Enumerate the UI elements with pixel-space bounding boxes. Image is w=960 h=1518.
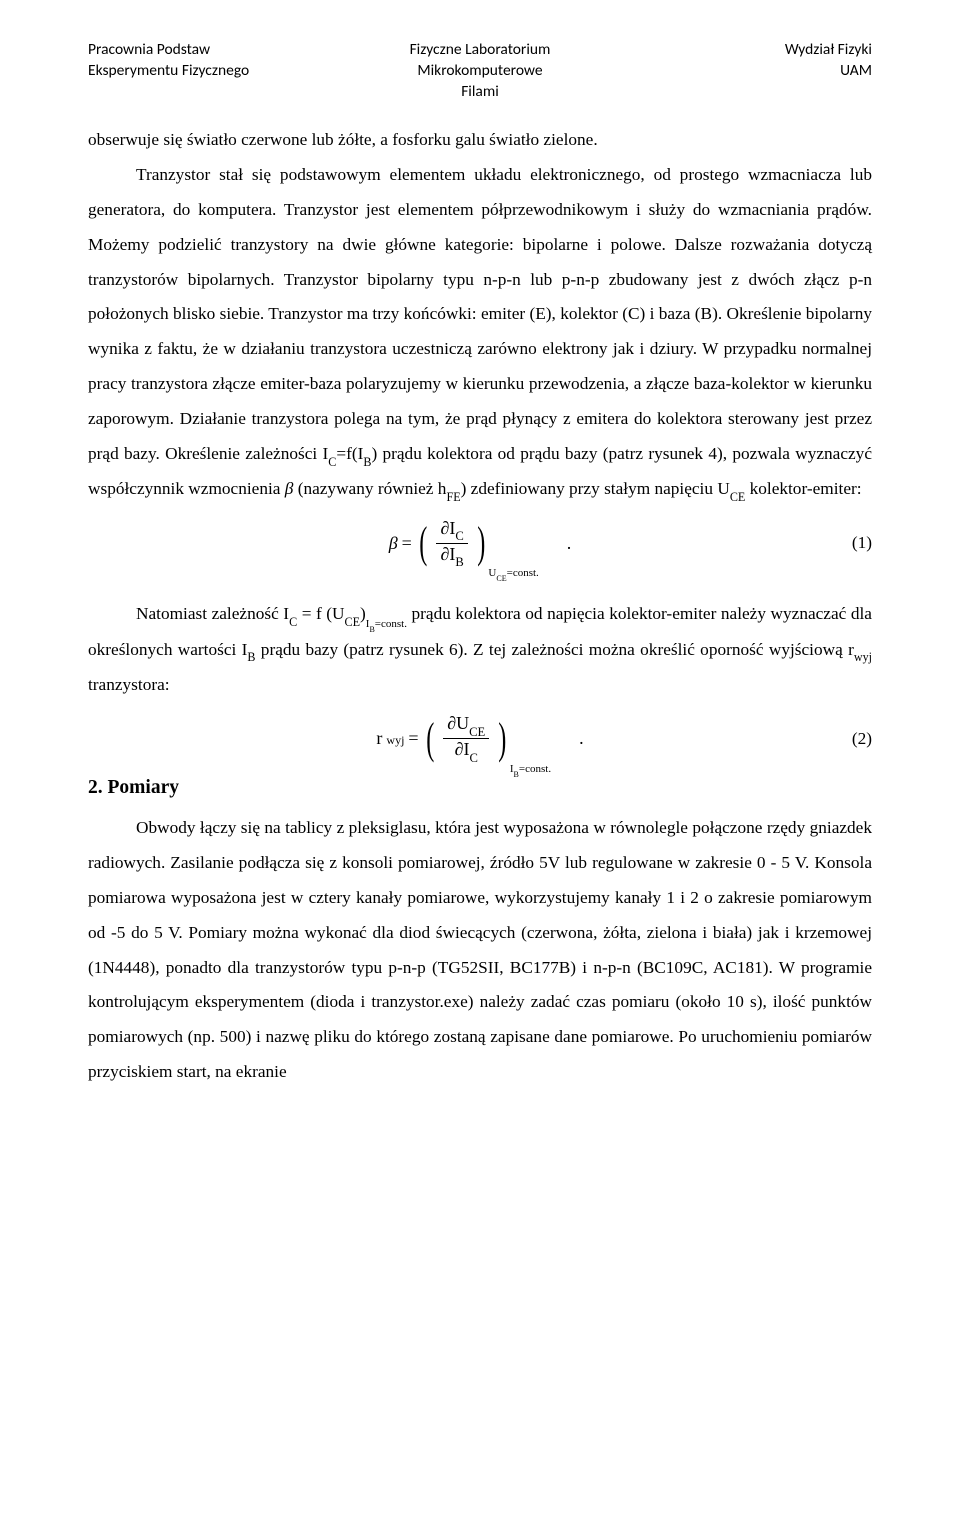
page-header: Pracownia Podstaw Eksperymentu Fizyczneg… <box>88 40 872 103</box>
p2-run1: Natomiast zależność <box>136 604 283 623</box>
eq2-den: ∂IC <box>451 739 482 763</box>
eq2-condition: IB=const. <box>510 763 551 777</box>
p1-run7: kolektor-emiter: <box>745 479 861 498</box>
p2-indent: Natomiast zależność IC = f (UCE)IB=const… <box>88 597 872 703</box>
p1-run5: (nazywany również h <box>293 479 446 498</box>
eq1-num: ∂IC <box>436 519 467 544</box>
p2-ib-sub: B <box>247 650 255 664</box>
eq2-num-partial: ∂U <box>447 713 469 733</box>
eq1-num-sub: C <box>455 529 463 543</box>
header-right-line1: Wydział Fizyki <box>785 40 872 59</box>
equation-1: β = ( ∂IC ∂IB ) UCE=const. . (1) <box>88 515 872 571</box>
eq2-equals: = <box>408 728 418 749</box>
p2-rwyj-sub: wyj <box>854 650 872 664</box>
header-right: Wydział Fizyki UAM <box>613 40 872 103</box>
p3-text: Obwody łączy się na tablicy z pleksiglas… <box>88 811 872 1091</box>
paragraph-3: Obwody łączy się na tablicy z pleksiglas… <box>88 811 872 1091</box>
p2-uce-sub: CE <box>345 615 360 629</box>
eq1-den-sub: B <box>455 555 463 569</box>
eq1-condition: UCE=const. <box>488 567 538 581</box>
p2-cond: IB=const. <box>366 618 407 630</box>
eq2-den-partial: ∂I <box>455 739 470 759</box>
eq2-den-sub: C <box>469 751 477 765</box>
eq1-frac: ∂IC ∂IB <box>436 519 467 568</box>
eq2-frac: ∂UCE ∂IC <box>443 714 489 763</box>
eq1-rparen: ) <box>477 524 485 561</box>
eq1-dot: . <box>567 533 572 554</box>
header-center: Fizyczne Laboratorium Mikrokomputerowe F… <box>347 40 614 103</box>
eq1-num-partial: ∂I <box>440 518 455 538</box>
header-center-line1: Fizyczne Laboratorium Mikrokomputerowe <box>410 40 551 80</box>
eq1-beta: β <box>389 533 398 554</box>
eq2-num-sub: CE <box>469 725 485 739</box>
header-center-line2: Filami <box>461 82 499 101</box>
p1-sub3: FE <box>446 490 460 504</box>
p2-run2: = f (U <box>297 604 344 623</box>
eq1-cond-rest: =const. <box>507 567 539 579</box>
eq2-dot: . <box>579 728 584 749</box>
p1-indent: Tranzystor stał się podstawowym elemente… <box>88 158 872 507</box>
eq2-cond-rest: =const. <box>519 763 551 775</box>
p1-sub1: C <box>328 455 336 469</box>
eq2-number: (2) <box>852 729 872 749</box>
p2-ic-sub: C <box>289 615 297 629</box>
equation-2: rwyj = ( ∂UCE ∂IC ) IB=const. . (2) <box>88 711 872 767</box>
eq1-equals: = <box>402 533 412 554</box>
p2-run5: prądu bazy (patrz rysunek 6). Z tej zale… <box>255 640 853 659</box>
paragraph-1: obserwuje się światło czerwone lub żółte… <box>88 123 872 507</box>
eq2-r: r <box>376 728 382 749</box>
p2-run6: tranzystora: <box>88 675 170 694</box>
section-2-heading: 2. Pomiary <box>88 777 872 799</box>
eq1-number: (1) <box>852 533 872 553</box>
eq2-body: rwyj = ( ∂UCE ∂IC ) IB=const. . <box>376 714 583 763</box>
p1-run3: =f(I <box>336 444 363 463</box>
header-left-line1: Pracownia Podstaw <box>88 40 210 59</box>
eq2-lparen: ( <box>426 720 434 757</box>
eq2-rparen: ) <box>499 720 507 757</box>
header-right-line2: UAM <box>840 61 872 80</box>
p1-sub4: CE <box>730 490 745 504</box>
paragraph-2: Natomiast zależność IC = f (UCE)IB=const… <box>88 597 872 703</box>
eq1-body: β = ( ∂IC ∂IB ) UCE=const. . <box>389 519 572 568</box>
eq1-den-partial: ∂I <box>440 544 455 564</box>
p1-run1: obserwuje się światło czerwone lub żółte… <box>88 130 598 149</box>
eq1-den: ∂IB <box>436 544 467 568</box>
eq2-cond-sub: B <box>514 770 519 779</box>
eq1-cond-sub: CE <box>496 574 506 583</box>
p1-run2: Tranzystor stał się podstawowym elemente… <box>88 165 872 464</box>
eq1-lparen: ( <box>419 524 427 561</box>
header-left-line2: Eksperymentu Fizycznego <box>88 61 249 80</box>
eq2-num: ∂UCE <box>443 714 489 739</box>
p1-run6: ) zdefiniowany przy stałym napięciu U <box>461 479 730 498</box>
header-left: Pracownia Podstaw Eksperymentu Fizyczneg… <box>88 40 347 103</box>
eq2-cond-i: I <box>510 763 514 775</box>
page: Pracownia Podstaw Eksperymentu Fizyczneg… <box>0 0 960 1518</box>
p1-sub2: B <box>363 455 371 469</box>
p2-cond-rest: =const. <box>375 618 407 630</box>
p2-cond-sub: B <box>369 625 374 634</box>
eq2-r-sub: wyj <box>386 733 404 748</box>
